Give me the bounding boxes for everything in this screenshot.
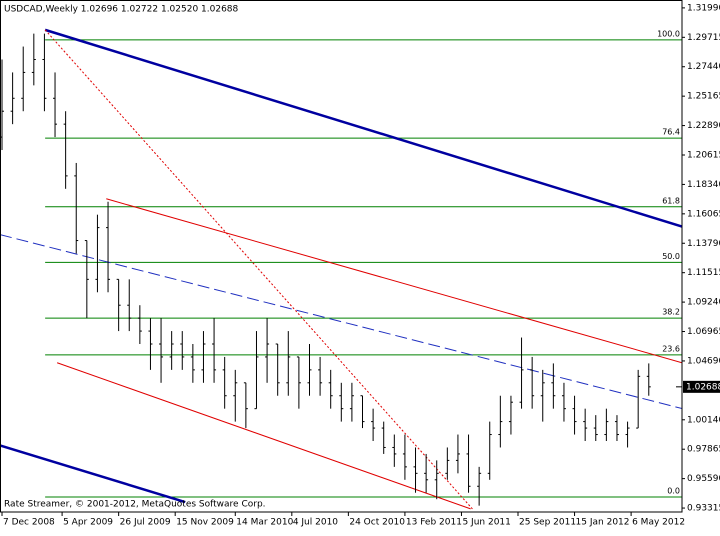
footer: Rate Streamer, © 2001-2012, MetaQuotes S… (4, 500, 266, 510)
y-tick-label: 1.20615 (687, 150, 720, 160)
x-tick-label: 15 Jan 2012 (576, 518, 630, 528)
y-tick-label: 1.29715 (687, 33, 720, 43)
trend-line (56, 362, 471, 510)
x-tick-label: 5 Apr 2009 (63, 518, 113, 528)
y-tick-label: 1.11515 (687, 268, 720, 278)
x-tick-label: 7 Dec 2008 (3, 518, 55, 528)
last-price-box (683, 380, 720, 393)
chart-title: USDCAD,Weekly 1.02696 1.02722 1.02520 1.… (4, 5, 239, 15)
y-tick-label: 1.06965 (687, 327, 720, 337)
fib-label: 61.8 (662, 196, 680, 205)
y-tick-label: 1.04690 (687, 356, 720, 366)
trend-line (44, 29, 473, 510)
trend-line (106, 198, 682, 364)
x-tick-label: 4 Jul 2010 (293, 518, 338, 528)
fib-label: 50.0 (662, 252, 680, 261)
y-tick-label: 1.18340 (687, 180, 720, 190)
y-tick-label: 1.27440 (687, 62, 720, 72)
x-tick-label: 14 Mar 2010 (236, 518, 293, 528)
y-tick-label: 1.22890 (687, 121, 720, 131)
y-tick-label: 1.09240 (687, 298, 720, 308)
fib-label: 23.6 (662, 344, 680, 353)
x-tick-label: 25 Sep 2011 (519, 518, 576, 528)
y-tick-label: 0.93315 (687, 504, 720, 514)
y-tick-label: 1.16065 (687, 209, 720, 219)
x-tick-label: 24 Oct 2010 (349, 518, 405, 528)
fib-label: 0.0 (667, 486, 680, 495)
fib-label: 38.2 (662, 308, 680, 317)
y-tick-label: 1.25165 (687, 92, 720, 102)
trend-line (44, 28, 682, 228)
trend-line (0, 234, 682, 410)
x-tick-label: 15 Nov 2009 (176, 518, 234, 528)
fib-label: 76.4 (662, 128, 680, 137)
last-price-label: 1.02688 (686, 382, 720, 392)
y-tick-label: 1.31990 (687, 3, 720, 13)
fib-label: 100.0 (657, 29, 680, 38)
plot-area (0, 28, 682, 510)
y-tick-label: 0.97865 (687, 445, 720, 455)
trend-line (0, 444, 186, 504)
plot-border (0, 0, 683, 513)
x-tick-label: 6 May 2012 (632, 518, 685, 528)
x-tick-label: 26 Jul 2009 (120, 518, 171, 528)
x-tick-label: 13 Feb 2011 (406, 518, 462, 528)
y-tick-label: 1.13790 (687, 239, 720, 249)
x-tick-label: 5 Jun 2011 (462, 518, 510, 528)
